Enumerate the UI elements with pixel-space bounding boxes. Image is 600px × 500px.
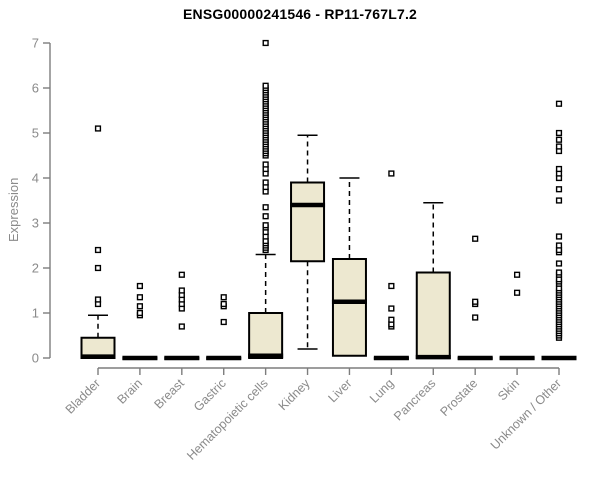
category-label: Liver — [326, 376, 355, 405]
outlier-point — [136, 303, 144, 310]
category-label: Prostate — [437, 376, 480, 419]
outlier-point — [94, 246, 102, 254]
outlier-point — [220, 318, 227, 326]
outlier-point — [262, 179, 269, 186]
outlier-point — [555, 197, 563, 204]
outlier-point — [555, 186, 563, 193]
outlier-point — [178, 271, 185, 278]
category-label: Lung — [367, 376, 397, 406]
outlier-point — [220, 294, 227, 301]
outlier-point — [513, 271, 521, 278]
outlier-point — [262, 161, 269, 168]
outlier-point — [472, 298, 479, 305]
outlier-point — [555, 233, 563, 240]
outlier-point — [94, 125, 102, 132]
outlier-point — [555, 129, 563, 137]
category-label: Bladder — [63, 376, 103, 416]
outlier-point — [136, 294, 144, 301]
y-tick-label: 4 — [32, 171, 39, 186]
category-label: Pancreas — [391, 376, 438, 423]
outlier-point — [388, 305, 395, 312]
outlier-point — [388, 282, 395, 290]
box — [331, 258, 367, 357]
outlier-point — [262, 204, 269, 211]
outlier-point — [472, 314, 479, 321]
outlier-point — [178, 287, 185, 294]
outlier-point — [136, 282, 144, 290]
y-tick-label: 7 — [32, 36, 39, 51]
outlier-point — [555, 100, 563, 107]
category-label: Gastric — [191, 376, 229, 414]
outlier-point — [388, 316, 395, 323]
y-tick-label: 2 — [32, 261, 39, 276]
category-label: Hematopoietic cells — [184, 376, 271, 463]
outlier-point — [555, 136, 563, 143]
box — [248, 312, 284, 359]
outlier-point — [220, 300, 227, 308]
category-label: Breast — [151, 376, 187, 412]
outlier-point — [555, 165, 563, 173]
y-tick-label: 1 — [32, 306, 39, 321]
outlier-point — [262, 39, 269, 47]
outlier-point — [555, 242, 563, 249]
outlier-point — [555, 269, 563, 276]
category-label: Kidney — [276, 376, 313, 413]
outlier-point — [513, 289, 521, 296]
outlier-point — [262, 222, 269, 229]
outlier-point — [388, 170, 395, 177]
outlier-point — [94, 296, 102, 303]
outlier-point — [555, 260, 563, 267]
outlier-point — [178, 323, 185, 330]
category-label: Brain — [114, 376, 145, 407]
y-tick-label: 6 — [32, 81, 39, 96]
category-label: Skin — [495, 376, 522, 403]
category-label: Unknown / Other — [488, 376, 564, 452]
outlier-point — [94, 264, 102, 272]
outlier-point — [555, 143, 563, 150]
chart-title: ENSG00000241546 - RP11-767L7.2 — [182, 6, 418, 22]
outlier-point — [262, 82, 269, 89]
y-tick-label: 3 — [32, 216, 39, 231]
outlier-point — [472, 235, 479, 242]
outlier-point — [262, 213, 269, 220]
box — [290, 181, 326, 263]
box — [415, 271, 451, 359]
y-tick-label: 0 — [32, 351, 39, 366]
y-tick-label: 5 — [32, 126, 39, 141]
outlier-point — [136, 309, 144, 317]
